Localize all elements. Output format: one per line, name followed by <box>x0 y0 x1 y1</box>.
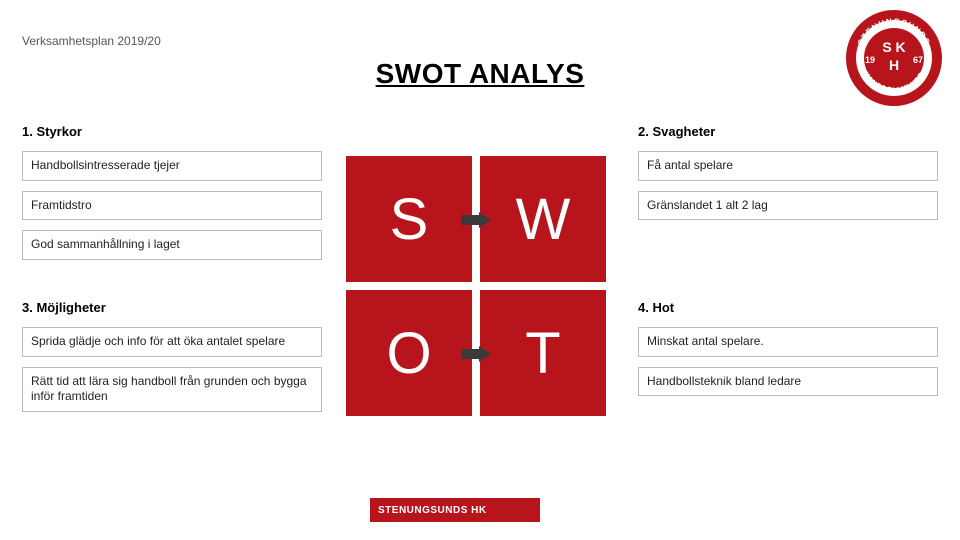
opportunities-section: 3. Möjligheter Sprida glädje och info fö… <box>22 300 322 422</box>
swot-cell-s: S <box>344 154 474 284</box>
swot-cell-t: T <box>478 288 608 418</box>
svg-text:S K: S K <box>882 39 905 55</box>
list-item: Framtidstro <box>22 191 322 221</box>
threats-section: 4. Hot Minskat antal spelare. Handbollst… <box>638 300 938 406</box>
footer-logo: STENUNGSUNDS HK <box>370 498 540 522</box>
list-item: God sammanhållning i laget <box>22 230 322 260</box>
header: Verksamhetsplan 2019/20 SWOT ANALYS STEN… <box>0 0 960 100</box>
content-area: 1. Styrkor Handbollsintresserade tjejer … <box>22 124 938 530</box>
swot-grid: S W O T <box>342 152 610 420</box>
arrow-icon <box>461 212 491 228</box>
arrow-icon <box>461 346 491 362</box>
weaknesses-section: 2. Svagheter Få antal spelare Gränslande… <box>638 124 938 230</box>
opportunities-heading: 3. Möjligheter <box>22 300 322 315</box>
club-logo: STENUNGSUNDS HANDBOLLKLUBB S K H 19 67 <box>844 8 944 108</box>
svg-text:67: 67 <box>913 55 923 65</box>
weaknesses-heading: 2. Svagheter <box>638 124 938 139</box>
list-item: Få antal spelare <box>638 151 938 181</box>
footer-logo-text: STENUNGSUNDS HK <box>378 505 487 516</box>
swot-cell-w: W <box>478 154 608 284</box>
list-item: Sprida glädje och info för att öka antal… <box>22 327 322 357</box>
list-item: Gränslandet 1 alt 2 lag <box>638 191 938 221</box>
header-label: Verksamhetsplan 2019/20 <box>22 34 161 48</box>
list-item: Handbollsintresserade tjejer <box>22 151 322 181</box>
list-item: Rätt tid att lära sig handboll från grun… <box>22 367 322 412</box>
threats-heading: 4. Hot <box>638 300 938 315</box>
strengths-section: 1. Styrkor Handbollsintresserade tjejer … <box>22 124 322 270</box>
list-item: Minskat antal spelare. <box>638 327 938 357</box>
svg-text:19: 19 <box>865 55 875 65</box>
svg-text:H: H <box>889 57 899 73</box>
page-title: SWOT ANALYS <box>376 58 585 90</box>
strengths-heading: 1. Styrkor <box>22 124 322 139</box>
list-item: Handbollsteknik bland ledare <box>638 367 938 397</box>
swot-cell-o: O <box>344 288 474 418</box>
